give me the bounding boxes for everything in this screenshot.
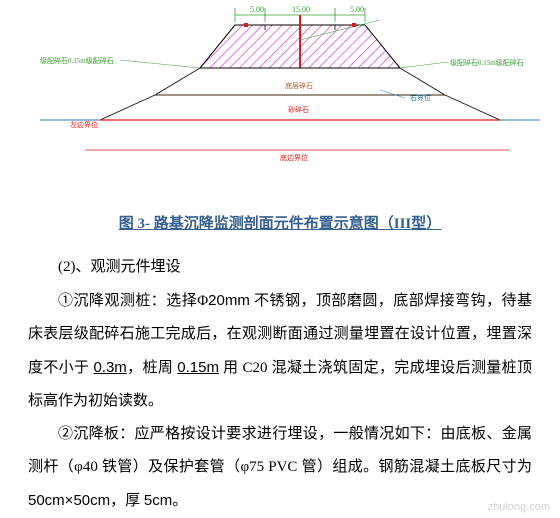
t: ①沉降观测桩：选择Φ (58, 293, 208, 309)
figure-caption: 图 3- 路基沉降监测剖面元件布置示意图（III型） (0, 212, 560, 233)
cross-section-diagram: 5.00 15.00 5.00 级配碎石0.15m级配碎石 左边界位 底层碎石 … (0, 0, 560, 200)
dim-right: 5.00 (350, 5, 364, 14)
val-20mm: 20mm (208, 292, 250, 309)
dim-mid: 15.00 (292, 5, 310, 14)
val-015m: 0.15m (177, 359, 219, 376)
t: ，厚 (110, 493, 144, 509)
label-bottom: 底边界位 (280, 153, 308, 162)
val-50cm: 50cm×50cm (28, 492, 110, 509)
t: ，桩周 (127, 360, 177, 376)
body-text: (2)、观测元件埋设 ①沉降观测桩：选择Φ20mm 不锈钢，顶部磨圆，底部焊接弯… (0, 251, 560, 518)
label-right-2: 级配碎石0.15m级配碎石 (450, 58, 524, 67)
para-1: (2)、观测元件埋设 (28, 251, 532, 284)
para-3: ②沉降板：应严格按设计要求进行埋设，一般情况如下：由底板、金属测杆（φ40 铁管… (28, 418, 532, 518)
label-left-top: 级配碎石0.15m级配碎石 (40, 56, 114, 65)
val-5cm: 5cm (144, 492, 172, 509)
t: 。 (172, 493, 187, 509)
label-left-bottom: 左边界位 (70, 120, 98, 129)
t: ②沉降板：应严格按设计要求进行埋设，一般情况如下：由底板、金属测杆（φ40 铁管… (28, 426, 532, 475)
label-right-1: 右界位 (410, 93, 431, 102)
dim-left: 5.00 (250, 5, 264, 14)
watermark: zhulong.com (488, 501, 550, 513)
para-2: ①沉降观测桩：选择Φ20mm 不锈钢，顶部磨圆，底部焊接弯钩，待基床表层级配碎石… (28, 284, 532, 418)
val-03m: 0.3m (93, 359, 126, 376)
diagram-svg: 5.00 15.00 5.00 级配碎石0.15m级配碎石 左边界位 底层碎石 … (0, 0, 560, 200)
label-center-2: 砂碎石 (288, 105, 309, 114)
label-center-1: 底层碎石 (285, 81, 313, 90)
